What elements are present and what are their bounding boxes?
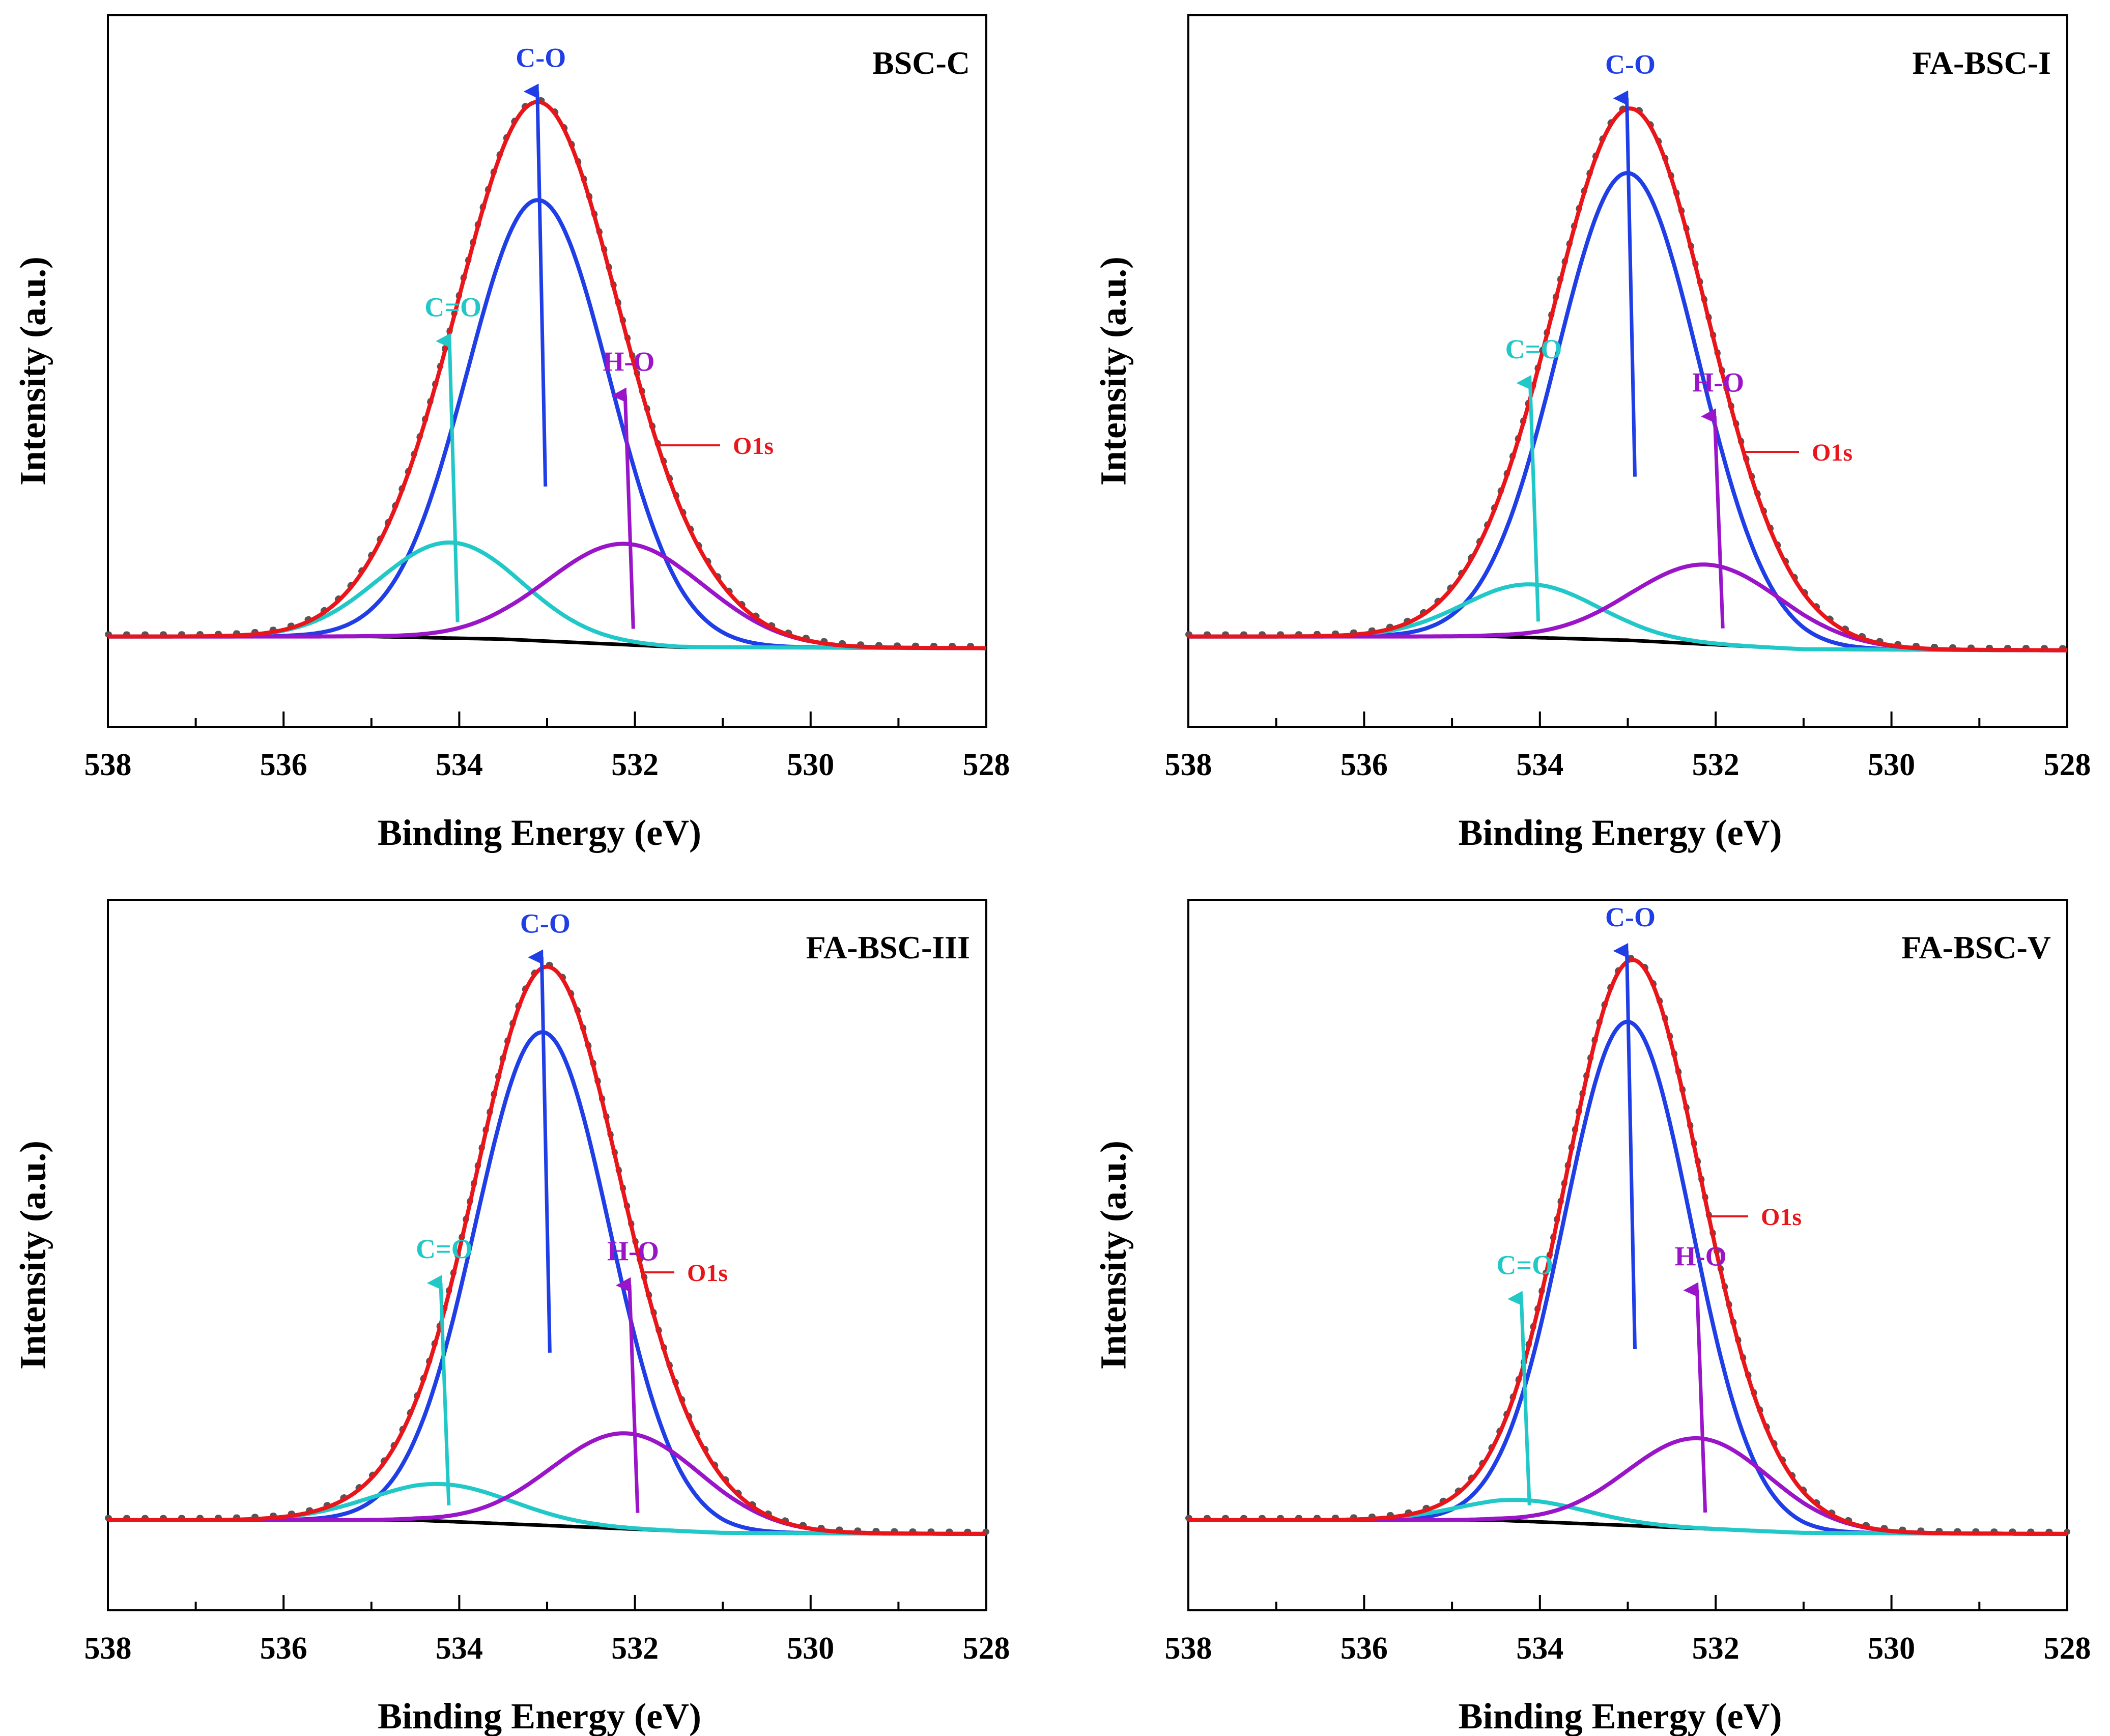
label-c-o: C-O <box>516 42 566 73</box>
x-tick-label: 536 <box>260 1631 307 1666</box>
arrow-h-o <box>615 1277 640 1513</box>
curve-o1s-envelope <box>108 100 986 650</box>
x-tick-label: 534 <box>436 748 483 782</box>
arrow-h-o <box>1701 408 1725 629</box>
arrow-c-o <box>436 333 460 622</box>
y-axis-title: Intensity (a.u.) <box>13 257 53 486</box>
x-tick-label: 528 <box>2044 1631 2091 1666</box>
x-tick-label: 538 <box>1165 748 1212 782</box>
raw-data-points <box>105 961 989 1535</box>
x-tick-label: 530 <box>787 1631 834 1666</box>
panel-bsc-c: 538 536 534 532 530 528 Binding Energy (eV) Int… <box>13 14 1010 853</box>
x-tick-label: 534 <box>1516 1631 1563 1666</box>
panel-fa-bsc-v: 538 536 534 532 530 528 Binding Energy (eV) Int… <box>1093 899 2091 1736</box>
x-axis-title: Binding Energy (eV) <box>378 1696 701 1736</box>
x-tick-label: 534 <box>436 1631 483 1666</box>
arrow-c-o <box>1613 943 1637 1349</box>
label-h-o: H-O <box>607 1236 659 1267</box>
x-axis-title: Binding Energy (eV) <box>378 812 701 853</box>
label-o1s: O1s <box>1812 439 1852 466</box>
x-tick-label: 532 <box>611 1631 659 1666</box>
label-c-o: C=O <box>1496 1249 1553 1280</box>
panel-fa-bsc-i: 538 536 534 532 530 528 Binding Energy (eV) Int… <box>1093 14 2091 853</box>
arrow-c-o <box>1516 375 1541 622</box>
arrow-c-o <box>1613 90 1637 477</box>
label-c-o: C-O <box>1605 902 1656 932</box>
x-tick-label: 534 <box>1516 748 1563 782</box>
arrow-h-o <box>1683 1282 1707 1513</box>
x-tick-label: 528 <box>963 748 1010 782</box>
y-axis-title: Intensity (a.u.) <box>13 1141 53 1370</box>
label-o1s: O1s <box>687 1260 728 1287</box>
x-tick-label: 530 <box>787 748 834 782</box>
y-axis-title: Intensity (a.u.) <box>1093 1141 1134 1370</box>
label-h-o: H-O <box>603 346 654 377</box>
x-tick-label: 538 <box>1165 1631 1212 1666</box>
x-tick-label: 532 <box>1692 748 1740 782</box>
arrow-c-o <box>523 83 548 487</box>
curve-o1s-envelope <box>108 964 986 1536</box>
raw-data-points <box>1185 103 2070 651</box>
x-tick-label: 538 <box>84 1631 132 1666</box>
panel-title: FA-BSC-I <box>1912 45 2051 81</box>
x-tick-label: 530 <box>1868 748 1915 782</box>
x-tick-label: 530 <box>1868 1631 1915 1666</box>
arrow-c-o <box>1507 1291 1531 1505</box>
label-o1s: O1s <box>733 433 774 460</box>
panel-fa-bsc-iii: 538 536 534 532 530 528 Binding Energy (eV) Int… <box>13 899 1010 1736</box>
panel-title: FA-BSC-V <box>1901 929 2051 965</box>
x-tick-label: 528 <box>963 1631 1010 1666</box>
x-tick-label: 538 <box>84 748 132 782</box>
label-h-o: H-O <box>1692 367 1744 397</box>
label-c-o: C-O <box>1605 49 1656 80</box>
panel-title: FA-BSC-III <box>806 929 970 965</box>
raw-data-points <box>105 97 989 649</box>
label-c-o: C=O <box>424 292 481 323</box>
curve-c-o <box>1188 170 2068 652</box>
arrow-c-o <box>426 1275 451 1505</box>
x-tick-label: 532 <box>1692 1631 1740 1666</box>
label-c-o: C-O <box>520 908 571 939</box>
x-tick-label: 536 <box>260 748 307 782</box>
label-c-o: C=O <box>1505 334 1562 364</box>
label-c-o: C=O <box>416 1234 473 1264</box>
y-axis-title: Intensity (a.u.) <box>1093 257 1134 486</box>
x-axis-title: Binding Energy (eV) <box>1458 812 1782 853</box>
arrow-c-o <box>528 949 552 1353</box>
plot-frame <box>107 14 987 728</box>
x-axis-title: Binding Energy (eV) <box>1458 1696 1782 1736</box>
curve-c-o <box>1188 1019 2067 1536</box>
x-tick-label: 528 <box>2044 748 2091 782</box>
x-tick-label: 532 <box>611 748 659 782</box>
x-tick-label: 536 <box>1341 748 1388 782</box>
arrow-h-o <box>611 387 635 629</box>
label-h-o: H-O <box>1675 1241 1727 1271</box>
x-tick-label: 536 <box>1341 1631 1388 1666</box>
label-o1s: O1s <box>1761 1204 1802 1231</box>
panel-title: BSC-C <box>872 45 970 81</box>
